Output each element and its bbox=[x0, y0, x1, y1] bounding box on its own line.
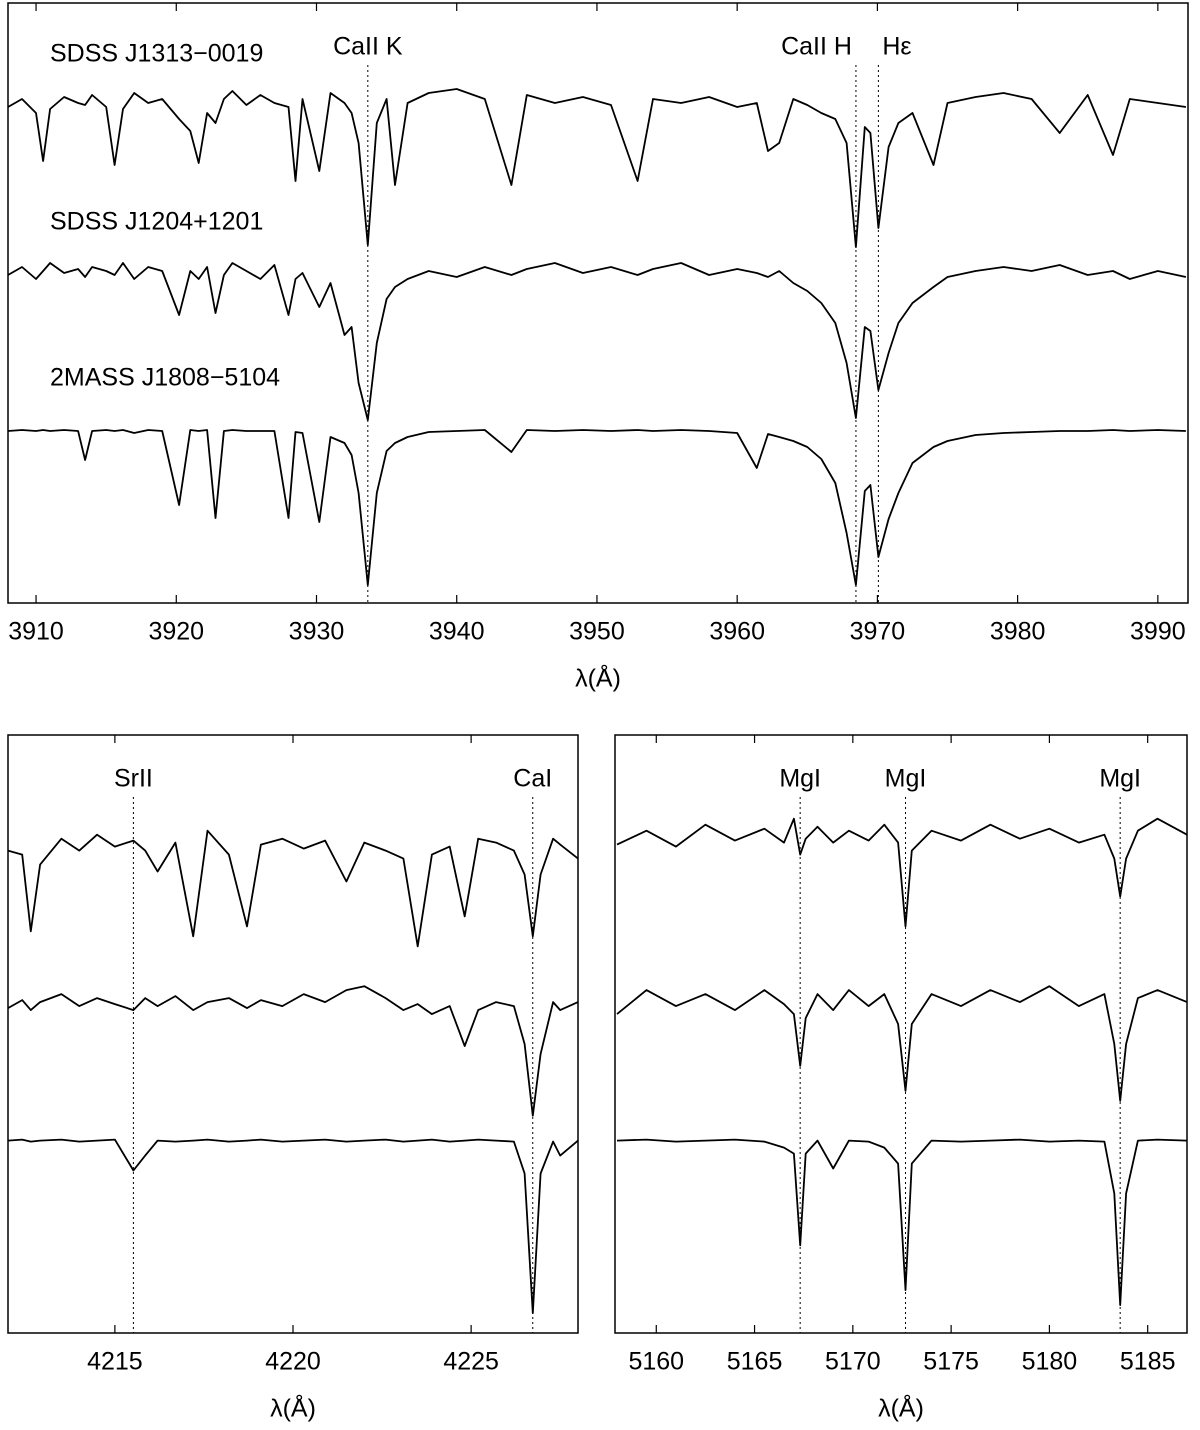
x-tick-label: 5170 bbox=[825, 1348, 881, 1376]
x-tick-label: 5180 bbox=[1022, 1348, 1078, 1376]
line-label: Hε bbox=[882, 33, 911, 61]
x-tick-label: 5165 bbox=[727, 1348, 783, 1376]
x-tick-label: 3910 bbox=[8, 618, 64, 646]
plot-frame bbox=[7, 734, 579, 1334]
series-label: SDSS J1313−0019 bbox=[50, 40, 263, 68]
x-tick-label: 3920 bbox=[148, 618, 204, 646]
x-tick-label: 4225 bbox=[443, 1348, 499, 1376]
plot-frame bbox=[7, 2, 1189, 604]
x-tick-label: 5160 bbox=[628, 1348, 684, 1376]
plot-frame bbox=[614, 734, 1188, 1334]
line-label: SrII bbox=[114, 765, 153, 793]
x-tick-label: 3970 bbox=[850, 618, 906, 646]
x-tick-label: 5185 bbox=[1120, 1348, 1176, 1376]
x-tick-label: 3960 bbox=[709, 618, 765, 646]
x-tick-label: 3980 bbox=[990, 618, 1046, 646]
spectrum-line bbox=[7, 1138, 579, 1314]
line-label: MgI bbox=[779, 765, 821, 793]
x-axis-label: λ(Å) bbox=[575, 663, 621, 693]
x-tick-label: 4220 bbox=[265, 1348, 321, 1376]
line-label: CaII K bbox=[333, 33, 403, 61]
spectrum-line bbox=[616, 985, 1188, 1102]
spectrum-line bbox=[616, 1138, 1188, 1306]
x-axis-label: λ(Å) bbox=[270, 1393, 316, 1423]
spectrum-line bbox=[7, 429, 1186, 586]
line-label: MgI bbox=[1099, 765, 1141, 793]
spectrum-line bbox=[616, 817, 1188, 928]
x-tick-label: 5175 bbox=[923, 1348, 979, 1376]
x-tick-label: 3990 bbox=[1130, 618, 1186, 646]
line-label: MgI bbox=[885, 765, 927, 793]
line-label: CaII H bbox=[781, 33, 852, 61]
spectrum-line bbox=[7, 829, 579, 948]
x-tick-label: 3950 bbox=[569, 618, 625, 646]
x-tick-label: 4215 bbox=[87, 1348, 143, 1376]
series-label: 2MASS J1808−5104 bbox=[50, 364, 280, 392]
spectrum-line bbox=[7, 88, 1187, 248]
line-label: CaI bbox=[513, 765, 552, 793]
x-tick-label: 3930 bbox=[289, 618, 345, 646]
x-tick-label: 3940 bbox=[429, 618, 485, 646]
series-label: SDSS J1204+1201 bbox=[50, 208, 263, 236]
x-axis-label: λ(Å) bbox=[878, 1393, 924, 1423]
spectrum-line bbox=[7, 985, 579, 1117]
spectrum-line bbox=[7, 262, 1187, 421]
